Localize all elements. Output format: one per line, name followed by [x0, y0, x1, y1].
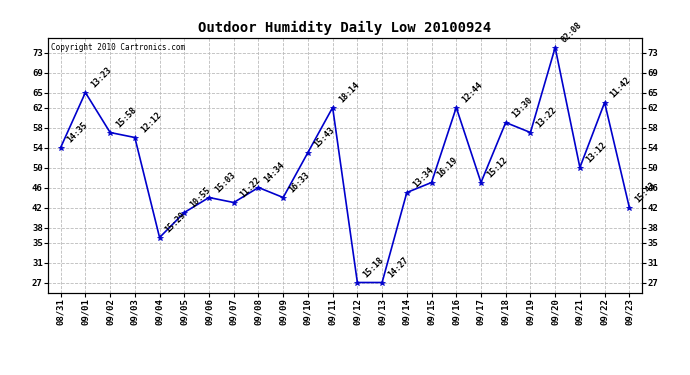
Text: 13:22: 13:22 — [535, 106, 559, 130]
Text: 14:35: 14:35 — [65, 121, 89, 145]
Text: 16:33: 16:33 — [287, 171, 311, 195]
Text: 12:44: 12:44 — [460, 81, 484, 105]
Text: 12:12: 12:12 — [139, 111, 163, 135]
Text: 11:22: 11:22 — [238, 176, 262, 200]
Text: 14:34: 14:34 — [263, 160, 286, 185]
Text: Copyright 2010 Cartronics.com: Copyright 2010 Cartronics.com — [51, 43, 186, 52]
Text: 16:19: 16:19 — [435, 156, 460, 180]
Text: 11:42: 11:42 — [609, 76, 633, 100]
Title: Outdoor Humidity Daily Low 20100924: Outdoor Humidity Daily Low 20100924 — [199, 21, 491, 35]
Text: 18:14: 18:14 — [337, 81, 361, 105]
Text: 10:55: 10:55 — [188, 186, 213, 210]
Text: 15:43: 15:43 — [633, 181, 658, 205]
Text: 13:34: 13:34 — [411, 166, 435, 190]
Text: 14:27: 14:27 — [386, 256, 411, 280]
Text: 02:08: 02:08 — [560, 21, 583, 45]
Text: 15:29: 15:29 — [164, 211, 188, 235]
Text: 15:12: 15:12 — [485, 156, 509, 180]
Text: 13:12: 13:12 — [584, 141, 608, 165]
Text: 15:18: 15:18 — [362, 256, 386, 280]
Text: 15:03: 15:03 — [213, 171, 237, 195]
Text: 15:58: 15:58 — [115, 106, 138, 130]
Text: 13:23: 13:23 — [90, 66, 114, 90]
Text: 15:43: 15:43 — [312, 126, 336, 150]
Text: 13:30: 13:30 — [510, 96, 534, 120]
